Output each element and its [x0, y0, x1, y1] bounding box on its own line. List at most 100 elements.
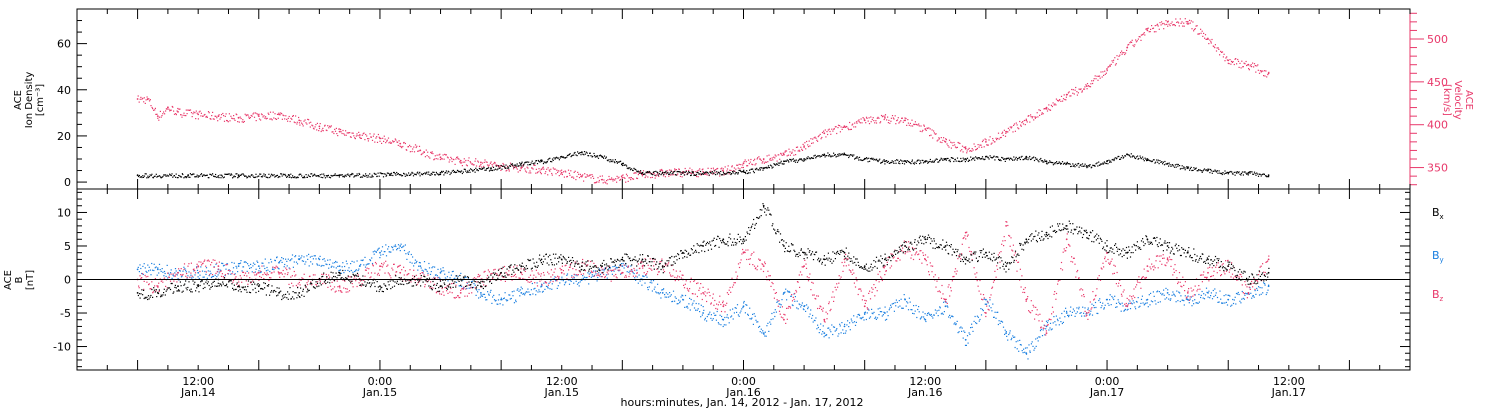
density-series-point: [1262, 173, 1264, 175]
velocity-series-point: [573, 177, 575, 179]
density-series-point: [858, 156, 861, 158]
velocity-series-point: [238, 121, 240, 123]
velocity-series-point: [751, 163, 753, 165]
by-series-point: [918, 311, 920, 313]
velocity-series-point: [329, 126, 332, 128]
density-series-point: [148, 176, 151, 178]
velocity-series-point: [919, 130, 921, 132]
density-series-point: [1081, 163, 1084, 165]
density-series-point: [1080, 164, 1082, 166]
by-series-point: [863, 319, 865, 321]
velocity-series-point: [795, 154, 797, 156]
by-series-point: [667, 293, 669, 295]
bz-series-point: [176, 281, 178, 283]
velocity-series-point: [649, 172, 651, 174]
velocity-series-point: [376, 141, 379, 143]
density-series-point: [1142, 158, 1144, 160]
bz-series-point: [210, 264, 212, 266]
velocity-series-point: [673, 174, 675, 176]
by-series-point: [261, 262, 263, 264]
by-series-point: [233, 262, 235, 264]
velocity-series-point: [160, 116, 162, 118]
density-series-point: [738, 169, 740, 172]
bz-series-point: [529, 281, 531, 283]
velocity-series-point: [705, 173, 707, 175]
density-series-point: [642, 173, 645, 176]
density-series-point: [1087, 166, 1089, 168]
velocity-series-point: [231, 117, 233, 119]
velocity-series-point: [496, 164, 498, 166]
density-series-point: [159, 175, 161, 177]
bz-series-point: [340, 290, 342, 292]
bz-series-point: [293, 270, 295, 273]
velocity-series-point: [1123, 52, 1125, 54]
density-series-point: [524, 162, 526, 164]
bz-series-point: [242, 271, 245, 273]
density-series-point: [535, 160, 537, 162]
velocity-series-point: [664, 176, 666, 178]
by-series-point: [377, 248, 379, 250]
density-series-point: [922, 159, 924, 162]
bz-series-point: [653, 261, 655, 263]
velocity-series-point: [1030, 114, 1032, 116]
density-series-point: [980, 158, 982, 160]
by-series-point: [1082, 306, 1084, 308]
velocity-series-point: [1030, 116, 1032, 118]
density-series-point: [994, 159, 996, 161]
velocity-series-point: [1268, 71, 1270, 73]
density-series-point: [1046, 163, 1048, 165]
density-series-point: [977, 158, 979, 160]
density-series-marker: [783, 160, 785, 163]
bz-series-point: [203, 260, 205, 262]
bz-series-point: [756, 269, 758, 271]
velocity-series-point: [757, 157, 759, 159]
by-series-point: [1001, 321, 1004, 323]
density-series-point: [1012, 159, 1014, 161]
bz-series-point: [388, 273, 390, 275]
bz-series-point: [274, 267, 277, 269]
density-series-marker: [338, 174, 341, 177]
by-series-point: [822, 331, 824, 333]
velocity-series-point: [948, 146, 950, 148]
velocity-series-point: [224, 115, 226, 117]
bz-series-point: [370, 276, 372, 278]
by-series-point: [922, 311, 924, 313]
velocity-series-point: [226, 119, 228, 122]
density-series-point: [183, 177, 185, 179]
by-series-point: [1172, 291, 1174, 293]
density-series-point: [163, 174, 165, 176]
velocity-series-point: [153, 109, 155, 111]
by-series-point: [1076, 311, 1078, 313]
velocity-series-point: [1093, 78, 1095, 80]
velocity-series-point: [304, 119, 306, 121]
by-series-point: [1164, 298, 1166, 300]
density-series-point: [462, 171, 464, 173]
velocity-series-point: [1229, 59, 1231, 61]
bz-series-point: [491, 272, 493, 275]
velocity-series-point: [331, 131, 333, 133]
velocity-series-point: [258, 118, 261, 120]
by-series-point: [1109, 299, 1111, 301]
by-series-point: [913, 305, 915, 307]
density-series-point: [352, 173, 354, 175]
velocity-series-point: [280, 112, 282, 114]
velocity-series-point: [1156, 24, 1158, 26]
by-series-point: [1170, 298, 1172, 300]
density-series-point: [475, 167, 477, 169]
by-series-point: [778, 303, 780, 305]
bz-series-point: [306, 282, 308, 284]
velocity-series-point: [906, 124, 908, 126]
bz-series-point: [376, 274, 379, 276]
velocity-series-point: [884, 114, 887, 116]
velocity-series-point: [1174, 25, 1176, 27]
by-series-point: [163, 270, 166, 273]
by-series-point: [945, 301, 947, 303]
density-series-point: [938, 161, 940, 163]
velocity-series-point: [410, 146, 412, 148]
by-series-point: [1190, 296, 1192, 298]
by-series-point: [1075, 312, 1077, 315]
density-series-point: [179, 175, 181, 177]
by-series-point: [224, 275, 226, 277]
density-series-point: [609, 161, 611, 163]
bz-series-point: [232, 279, 235, 282]
